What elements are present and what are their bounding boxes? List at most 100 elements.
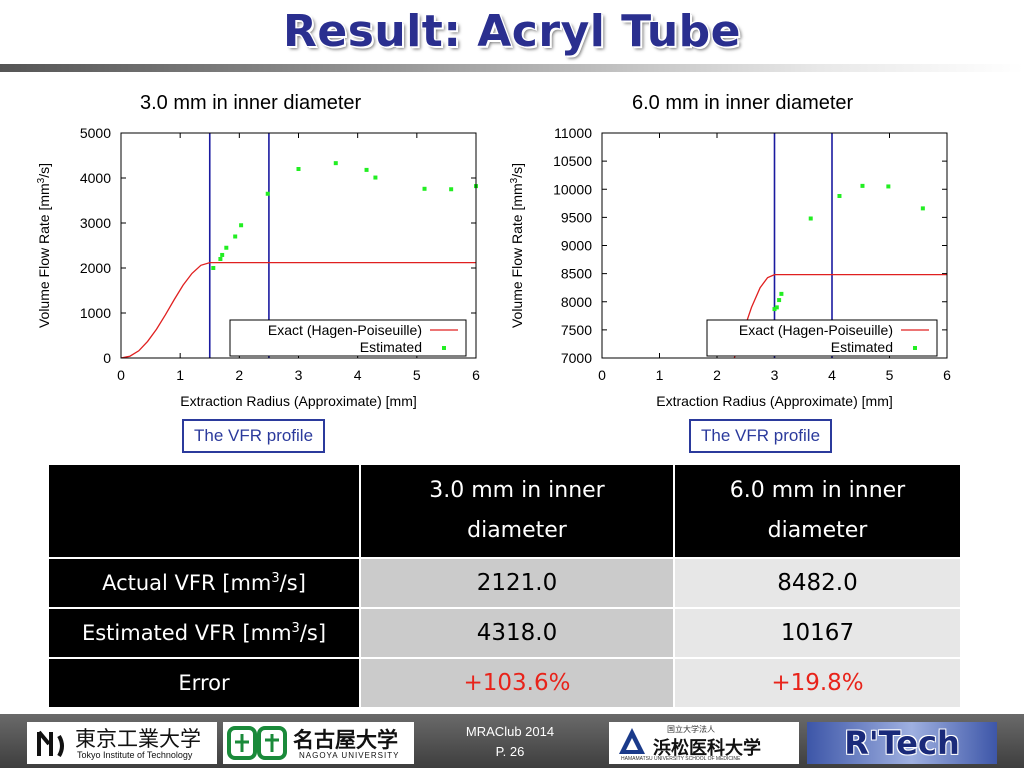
error-6mm: +19.8%: [673, 657, 962, 709]
estimated-point: [777, 298, 782, 303]
chart-2-vfr-label: The VFR profile: [689, 419, 833, 453]
row-label-error: Error: [47, 657, 361, 709]
titech-name-jp: 東京工業大学: [75, 727, 201, 751]
titech-name-en: Tokyo Institute of Technology: [77, 750, 193, 760]
conference-name: MRAClub 2014: [465, 724, 555, 739]
y-tick-label: 5000: [80, 125, 111, 141]
legend-exact-label: Exact (Hagen-Poiseuille): [268, 322, 422, 338]
estimated-point: [364, 167, 369, 172]
row-label-actual-vfr: Actual VFR [mm3/s]: [47, 557, 361, 609]
plot-frame: [120, 132, 477, 359]
estimated-point: [886, 184, 891, 189]
estimated-point: [265, 191, 270, 196]
estimated-point: [239, 223, 244, 228]
row-label-text: Estimated VFR [mm: [81, 621, 292, 645]
y-tick-label: 7500: [561, 322, 592, 338]
nagoya-logo: 名古屋大学 NAGOYA UNIVERSITY: [223, 722, 414, 764]
x-tick-label: 2: [235, 367, 243, 383]
x-tick-label: 3: [295, 367, 303, 383]
y-tick-label: 8500: [561, 266, 592, 282]
table-header-3mm: 3.0 mm in inner diameter: [359, 463, 675, 559]
legend-estimated-swatch: [913, 346, 917, 350]
error-3mm: +103.6%: [359, 657, 675, 709]
x-tick-label: 4: [828, 367, 836, 383]
row-label-end: /s]: [279, 571, 306, 595]
y-tick-label: 10500: [553, 153, 592, 169]
row-label-text: Error: [178, 671, 230, 695]
y-axis-label: Volume Flow Rate [mm3/s]: [36, 163, 52, 328]
estimated-point: [779, 291, 784, 296]
x-tick-label: 2: [713, 367, 721, 383]
x-tick-label: 6: [472, 367, 480, 383]
legend-estimated-label: Estimated: [831, 339, 893, 355]
titech-emblem-icon: [37, 730, 64, 758]
row-label-sup: 3: [291, 621, 300, 636]
y-tick-label: 9500: [561, 209, 592, 225]
page-number: P. 26: [495, 744, 525, 759]
estimated-point: [333, 161, 338, 166]
title-divider: [0, 64, 1024, 72]
row-label-text: Actual VFR [mm: [102, 571, 272, 595]
table-header-6mm: 6.0 mm in inner diameter: [673, 463, 962, 559]
estimated-point: [772, 307, 777, 312]
table-row: Error +103.6% +19.8%: [47, 657, 962, 709]
estimated-point: [211, 266, 216, 270]
hamamatsu-emblem-icon: [619, 728, 645, 754]
y-tick-label: 7000: [561, 350, 592, 366]
y-tick-label: 0: [103, 350, 111, 366]
estimated-point: [218, 257, 223, 261]
rtech-text: R'Tech: [844, 724, 960, 762]
footer-center: MRAClub 2014 P. 26: [430, 722, 590, 762]
estimated-point: [296, 167, 301, 171]
estimated-point: [373, 175, 378, 180]
table-header-3mm-text: 3.0 mm in inner diameter: [429, 478, 605, 543]
legend-box: [706, 319, 938, 357]
y-tick-label: 8000: [561, 294, 592, 310]
legend-estimated-swatch: [442, 346, 446, 350]
nagoya-name-en: NAGOYA UNIVERSITY: [299, 751, 400, 760]
estimated-point: [233, 234, 238, 239]
footer-bar: 東京工業大学 Tokyo Institute of Technology 名古屋…: [0, 714, 1024, 768]
chart-2-caption: 6.0 mm in inner diameter: [632, 92, 854, 114]
y-axis-label: Volume Flow Rate [mm3/s]: [509, 163, 525, 328]
estimated-point: [920, 206, 925, 211]
x-axis-label: Extraction Radius (Approximate) [mm]: [180, 393, 417, 409]
results-table: 3.0 mm in inner diameter 6.0 mm in inner…: [47, 463, 962, 709]
actual-vfr-6mm: 8482.0: [673, 557, 962, 609]
y-tick-label: 11000: [554, 125, 592, 141]
hamamatsu-name-jp: 浜松医科大学: [653, 738, 761, 759]
y-tick-label: 9000: [561, 238, 592, 254]
table-corner-cell: [47, 463, 361, 559]
y-tick-label: 3000: [80, 215, 111, 231]
estimated-point: [774, 305, 779, 310]
x-tick-label: 0: [598, 367, 606, 383]
x-tick-label: 5: [413, 367, 421, 383]
row-label-sup: 3: [271, 571, 280, 586]
plot-frame: [601, 132, 948, 359]
x-tick-label: 3: [771, 367, 779, 383]
slide-title: Result: Acryl Tube: [282, 6, 742, 57]
nagoya-name-jp: 名古屋大学: [293, 728, 398, 752]
row-label-end: /s]: [299, 621, 327, 645]
titech-logo: 東京工業大学 Tokyo Institute of Technology: [27, 722, 217, 764]
x-tick-label: 4: [354, 367, 362, 383]
estimated-point: [422, 186, 427, 191]
table-header-6mm-text: 6.0 mm in inner diameter: [729, 478, 906, 543]
y-tick-label: 1000: [80, 305, 111, 321]
legend-exact-label: Exact (Hagen-Poiseuille): [739, 322, 893, 338]
x-tick-label: 1: [176, 367, 184, 383]
y-tick-label: 10000: [553, 181, 592, 197]
x-tick-label: 6: [943, 367, 951, 383]
hamamatsu-logo: 国立大学法人 浜松医科大学 HAMAMATSU UNIVERSITY SCHOO…: [609, 722, 799, 764]
chart-1-plot: 0 1 2 3 4 5 6 0 1000 2000 3000 4000 5000 Exact (Hagen…: [36, 125, 480, 409]
estimated-point: [224, 245, 229, 250]
rtech-logo: R'Tech: [807, 722, 997, 764]
chart-1-vfr-label: The VFR profile: [182, 419, 326, 453]
estimated-vfr-3mm: 4318.0: [359, 607, 675, 659]
x-tick-label: 1: [656, 367, 664, 383]
estimated-point: [860, 183, 865, 188]
actual-vfr-3mm: 2121.0: [359, 557, 675, 609]
exact-series-line: [121, 261, 476, 358]
x-tick-label: 5: [886, 367, 894, 383]
estimated-point: [449, 187, 454, 192]
